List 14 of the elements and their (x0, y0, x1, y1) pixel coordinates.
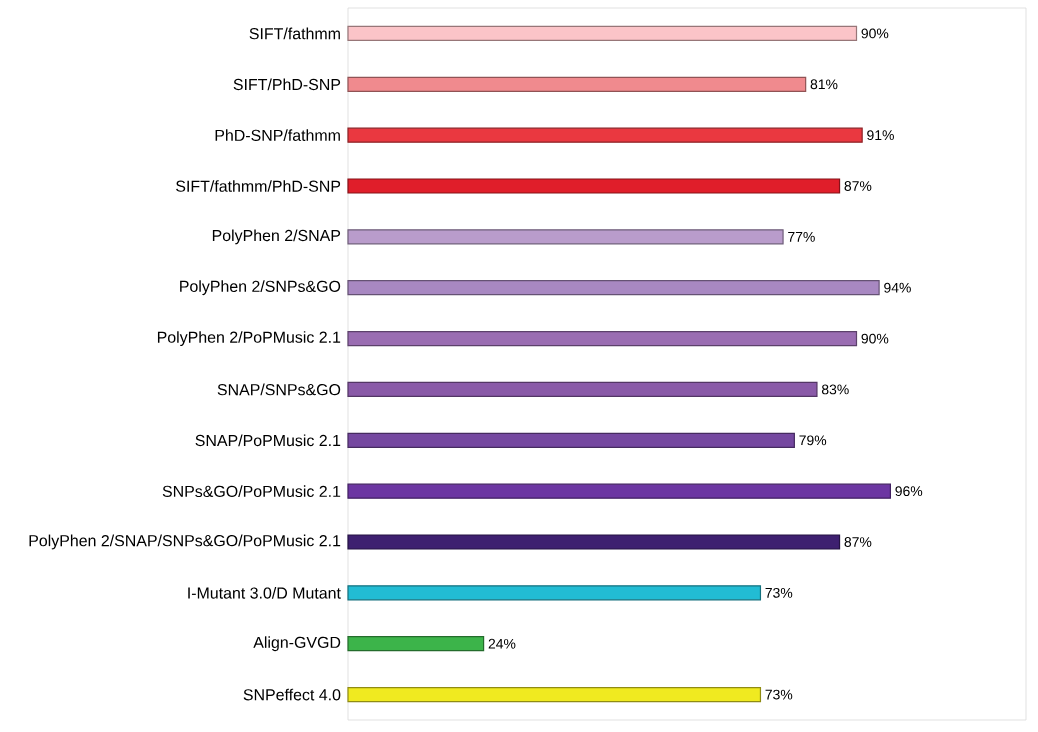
bar (347, 25, 858, 42)
bar (347, 636, 485, 652)
bar (347, 76, 807, 92)
bar (347, 432, 795, 448)
bar (347, 381, 818, 398)
bar (347, 229, 784, 245)
bar (347, 585, 762, 601)
bar (347, 534, 841, 550)
bar (347, 330, 858, 347)
bar (347, 280, 880, 296)
bar (347, 686, 762, 703)
bar (347, 483, 892, 499)
bar (347, 178, 841, 194)
bar (347, 127, 863, 143)
